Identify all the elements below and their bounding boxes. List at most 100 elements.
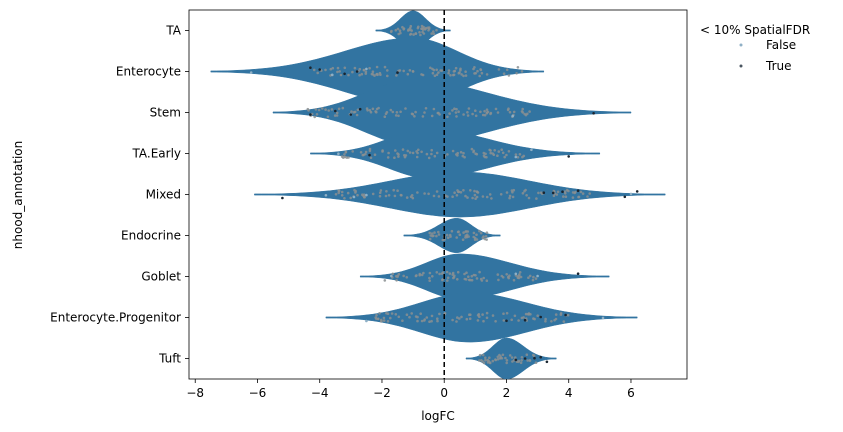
point-false [416,191,419,194]
point-true [545,360,549,364]
point-false [463,155,466,159]
point-false [337,189,341,192]
point-true [318,68,322,71]
point-false [466,196,469,199]
point-false [465,235,469,239]
point-false [390,274,393,278]
point-false [455,194,459,197]
point-false [521,155,524,159]
point-false [418,31,421,34]
point-false [347,73,350,77]
point-false [449,74,452,77]
point-false [498,357,502,360]
point-false [507,276,511,280]
point-false [347,156,350,159]
point-false [419,33,422,37]
point-false [528,110,531,113]
violin-tuft [465,337,557,380]
point-false [378,191,382,194]
y-tick-label: Enterocyte.Progenitor [50,311,181,325]
point-false [462,74,465,78]
point-false [379,318,383,322]
point-false [554,317,558,321]
point-false [411,151,415,155]
violins-group [210,10,666,380]
point-false [556,190,560,194]
point-false [391,110,395,114]
point-false [456,154,459,157]
point-false [488,193,492,196]
point-false [508,354,512,357]
point-false [414,32,418,35]
x-tick-label: 0 [440,386,448,400]
points-group [249,24,639,365]
point-false [458,71,461,74]
point-false [324,194,328,197]
point-false [482,151,486,155]
point-false [469,189,472,192]
point-false [385,190,388,193]
point-false [485,108,489,111]
point-false [482,276,486,280]
point-false [537,191,540,195]
point-false [353,110,357,114]
point-false [505,359,509,362]
point-false [478,315,481,319]
point-false [354,191,357,194]
point-false [399,31,402,35]
point-false [327,109,331,112]
point-false [478,270,481,274]
point-false [470,274,474,278]
point-true [564,313,567,317]
point-false [427,156,431,160]
point-false [365,67,368,71]
point-false [505,191,509,194]
x-axis: −8 −6 −4 −2 0 2 4 6 [186,379,635,400]
point-false [353,188,356,192]
point-false [358,73,361,77]
point-false [316,71,320,75]
point-false [514,155,518,159]
point-false [544,320,547,323]
legend-title: < 10% SpatialFDR [700,23,810,37]
point-false [436,319,439,323]
point-false [494,107,498,111]
point-false [461,238,465,241]
point-false [508,274,511,278]
point-false [496,154,499,157]
point-false [314,108,318,111]
point-false [432,234,435,238]
point-false [423,319,426,322]
point-false [497,68,501,71]
point-false [566,313,570,317]
point-false [485,279,489,283]
point-false [552,194,556,198]
point-false [422,32,426,35]
point-false [510,318,513,322]
point-false [502,312,505,316]
point-true [355,70,359,73]
y-tick-label: Endocrine [121,229,181,243]
point-false [403,154,406,157]
point-false [469,313,472,317]
point-false [466,114,470,117]
point-false [464,70,467,73]
point-false [425,152,429,156]
point-false [481,195,485,198]
point-false [472,231,476,235]
point-false [361,193,364,196]
point-false [408,26,412,30]
point-false [455,320,458,323]
point-false [474,72,478,75]
point-false [462,113,465,116]
point-false [375,65,379,69]
point-false [440,272,444,275]
point-false [502,319,506,322]
point-false [506,108,510,112]
point-false [375,313,378,317]
point-false [466,230,470,233]
point-false [465,317,469,321]
point-false [384,194,388,198]
point-false [473,193,477,197]
